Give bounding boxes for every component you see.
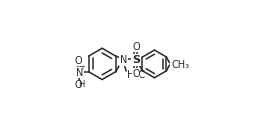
Text: S: S (132, 55, 140, 65)
Text: O: O (75, 56, 83, 66)
Text: CH₃: CH₃ (172, 60, 190, 70)
Text: N: N (120, 55, 127, 65)
Text: H: H (79, 80, 85, 89)
Text: O: O (132, 69, 140, 79)
Text: N: N (76, 68, 84, 78)
Text: O: O (132, 41, 140, 52)
Text: +: + (80, 64, 86, 70)
Text: O: O (74, 80, 82, 90)
Text: H₃C: H₃C (127, 69, 145, 80)
